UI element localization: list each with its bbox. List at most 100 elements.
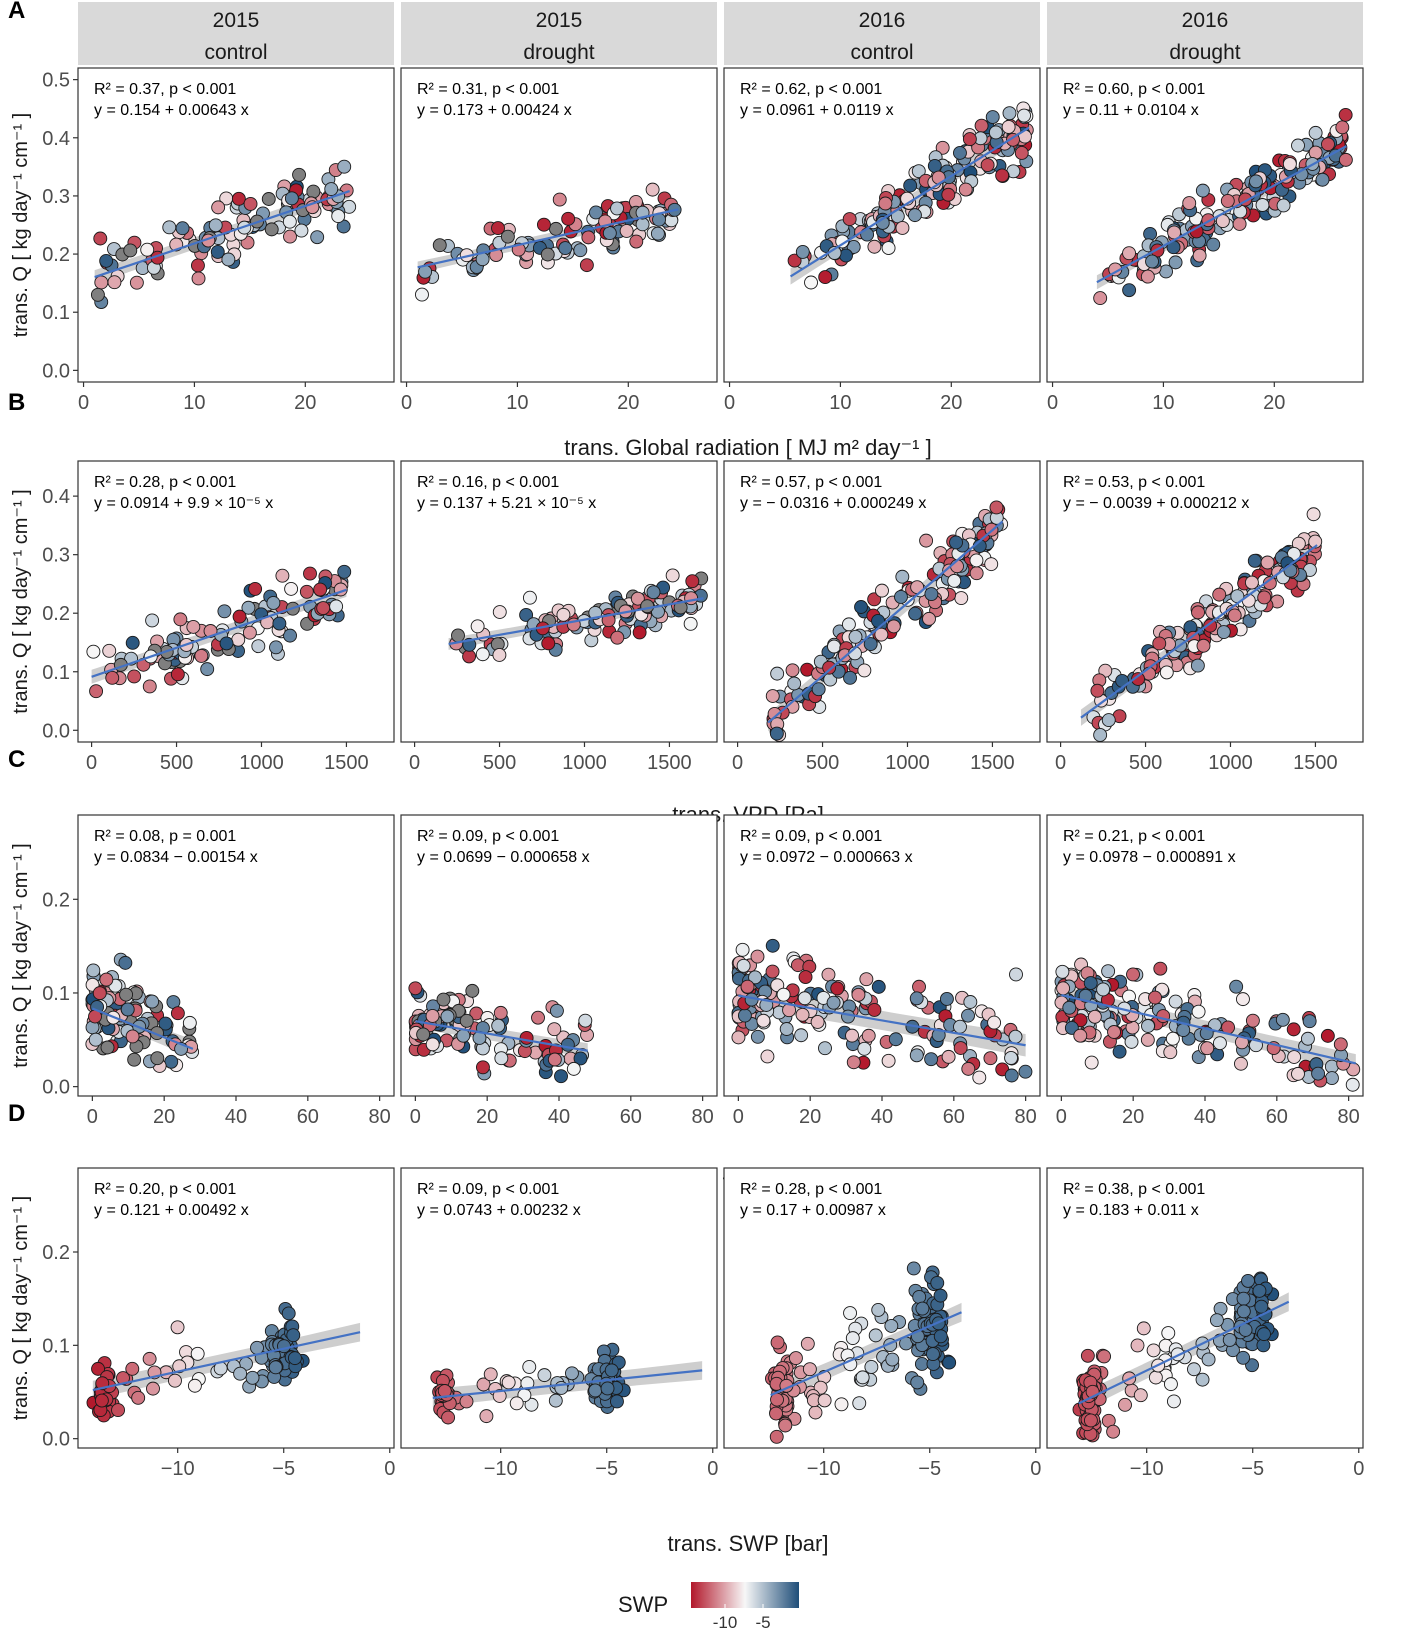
data-point — [248, 581, 263, 596]
data-point — [958, 182, 973, 197]
data-point — [736, 958, 751, 973]
x-tick-label: 10 — [829, 392, 851, 414]
data-point — [1133, 1388, 1148, 1403]
data-point — [187, 1378, 202, 1393]
data-point — [1333, 1037, 1348, 1052]
x-tick-label: 80 — [692, 1106, 714, 1128]
data-point — [1209, 1313, 1224, 1328]
data-point — [493, 1005, 508, 1020]
data-point — [324, 182, 339, 197]
data-point — [1191, 605, 1206, 620]
data-point — [313, 582, 328, 597]
data-point — [1073, 1013, 1088, 1028]
data-point — [337, 564, 352, 579]
equation-annotation: y = 0.17 + 0.00987 x — [740, 1202, 886, 1219]
data-point — [425, 1037, 440, 1052]
data-point — [857, 663, 872, 678]
data-point — [92, 986, 107, 1001]
data-point — [93, 231, 108, 246]
data-point — [1247, 553, 1262, 568]
data-point — [600, 1381, 615, 1396]
data-point — [470, 619, 485, 634]
data-point — [125, 1361, 140, 1376]
data-point — [919, 533, 934, 548]
data-point — [868, 1328, 883, 1343]
x-tick-label: 0 — [1353, 1458, 1364, 1480]
data-point — [826, 995, 841, 1010]
data-point — [1311, 1066, 1326, 1081]
data-point — [683, 616, 698, 631]
data-point — [331, 209, 346, 224]
data-point — [731, 1030, 746, 1045]
data-point — [558, 241, 573, 256]
data-point — [1196, 638, 1211, 653]
data-point — [645, 182, 660, 197]
x-tick-label: 60 — [943, 1106, 965, 1128]
x-tick-label: −10 — [161, 1458, 195, 1480]
data-point — [855, 1370, 870, 1385]
data-point — [190, 258, 205, 273]
x-tick-label: 10 — [506, 392, 528, 414]
data-point — [895, 569, 910, 584]
data-point — [425, 1009, 440, 1023]
x-axis-label: trans. Global radiation [ MJ m² day⁻¹ ] — [564, 435, 931, 460]
data-point — [1249, 174, 1263, 189]
data-point — [632, 625, 647, 640]
y-axis-label: trans. Q [ kg day⁻¹ cm⁻¹ ] — [10, 843, 32, 1068]
x-tick-label: 60 — [297, 1106, 319, 1128]
data-point — [1257, 1327, 1271, 1342]
data-point — [94, 275, 109, 290]
stat-annotation: R² = 0.16, p < 0.001 — [417, 474, 559, 491]
x-tick-label: 10 — [1152, 392, 1174, 414]
y-tick-label: 0.1 — [42, 983, 70, 1005]
data-point — [125, 635, 140, 650]
stat-annotation: R² = 0.20, p < 0.001 — [94, 1181, 236, 1198]
facet-panel: R² = 0.53, p < 0.001 y = − 0.0039 + 0.000… — [1046, 460, 1364, 774]
data-point — [556, 607, 571, 622]
data-point — [953, 145, 967, 160]
regression-line — [432, 1369, 703, 1399]
x-tick-label: 20 — [799, 1106, 821, 1128]
y-tick-label: 0.1 — [42, 1335, 70, 1357]
equation-annotation: y = 0.11 + 0.0104 x — [1063, 102, 1199, 119]
stat-annotation: R² = 0.62, p < 0.001 — [740, 81, 882, 98]
data-point — [146, 1381, 160, 1396]
y-tick-label: 0.0 — [42, 1077, 70, 1099]
data-point — [501, 1375, 516, 1390]
plot-area — [1093, 107, 1353, 306]
data-point — [650, 226, 665, 241]
data-point — [601, 613, 616, 628]
data-point — [182, 1015, 197, 1030]
data-point — [316, 601, 331, 616]
data-point — [935, 140, 950, 155]
equation-annotation: y = 0.173 + 0.00424 x — [417, 102, 572, 119]
x-tick-label: 1000 — [885, 752, 930, 774]
data-point — [440, 1009, 455, 1024]
data-point — [1245, 1013, 1260, 1028]
data-point — [483, 1367, 498, 1382]
y-tick-label: 0.2 — [42, 1242, 70, 1264]
data-point — [776, 987, 791, 1002]
data-point — [779, 1022, 794, 1036]
data-point — [86, 963, 101, 978]
data-point — [1083, 976, 1098, 990]
data-point — [673, 600, 688, 615]
data-point — [908, 606, 923, 621]
data-point — [1203, 618, 1218, 633]
data-point — [287, 1351, 302, 1366]
data-point — [123, 243, 138, 258]
x-tick-label: 20 — [940, 392, 962, 414]
data-point — [665, 568, 680, 583]
data-point — [191, 271, 206, 286]
data-point — [547, 1052, 562, 1067]
data-point — [210, 244, 225, 259]
regression-line — [92, 1331, 361, 1392]
strip-header: 2016 drought — [1047, 2, 1363, 65]
data-point — [845, 1028, 860, 1043]
data-point — [1131, 672, 1146, 686]
x-axis-label: trans. SWP [bar] — [668, 1531, 829, 1556]
data-point — [769, 726, 784, 741]
x-tick-label: 0 — [1055, 752, 1066, 774]
data-point — [881, 1053, 896, 1068]
data-point — [839, 248, 853, 263]
